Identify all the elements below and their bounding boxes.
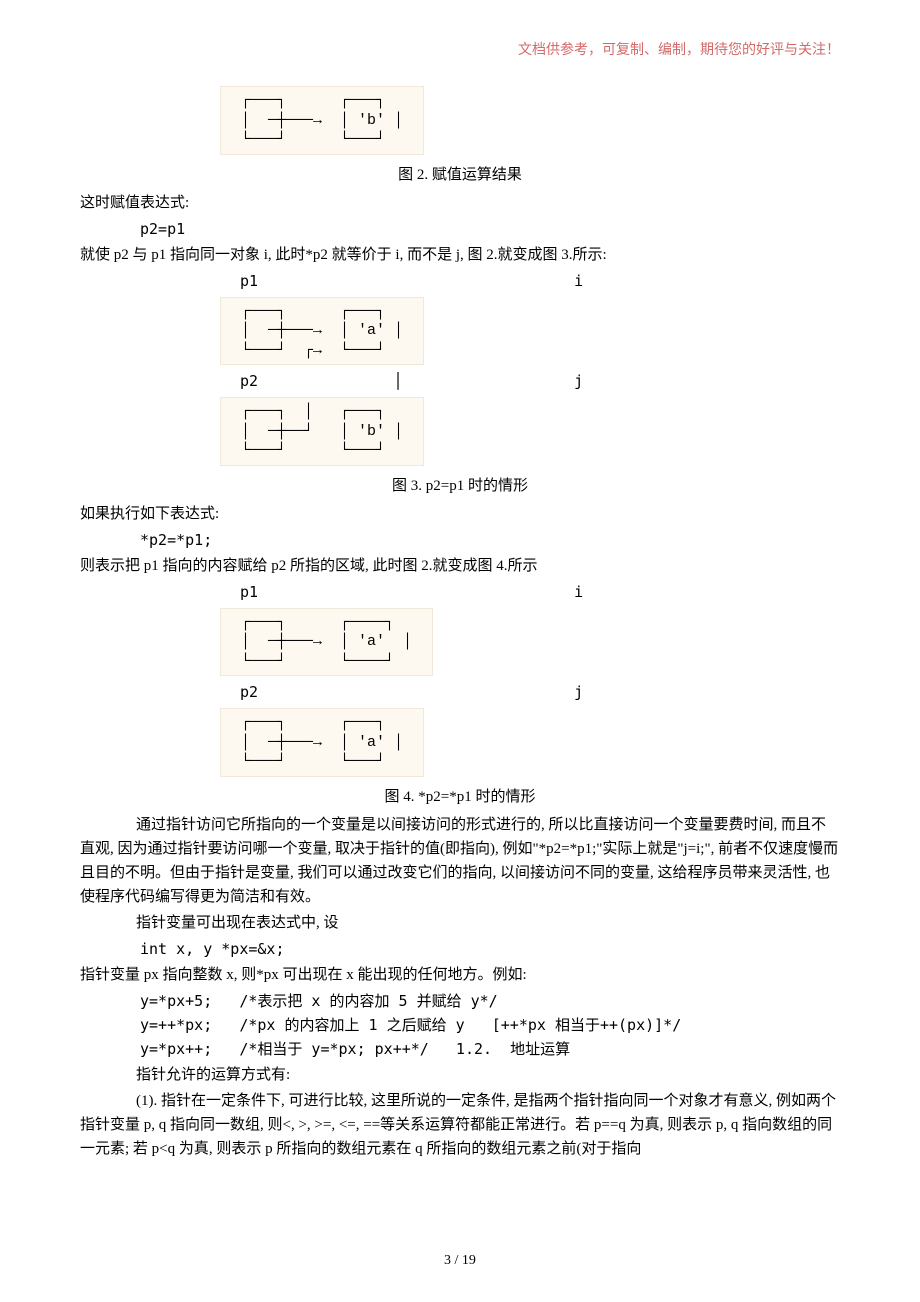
text-line-3: 如果执行如下表达式: — [80, 502, 840, 526]
code-int-decl: int x, y *px=&x; — [80, 937, 840, 961]
diagram-4a: ┌───┐ ┌────┐ │ ─┼───→ │ 'a' │ └───┘ └───… — [220, 608, 433, 677]
text-line-1: 这时赋值表达式: — [80, 191, 840, 215]
text-line-4: 则表示把 p1 指向的内容赋给 p2 所指的区域, 此时图 2.就变成图 4.所… — [80, 554, 840, 578]
code-example-y2: y=++*px; /*px 的内容加上 1 之后赋给 y [++*px 相当于+… — [80, 1013, 840, 1037]
diagram-4b: ┌───┐ ┌───┐ │ ─┼───→ │ 'a' │ └───┘ └───┘ — [220, 708, 424, 777]
diagram-4-labels-a: p1 i — [80, 580, 840, 604]
figure-3-caption: 图 3. p2=p1 时的情形 — [80, 474, 840, 498]
code-star-p2-eq-star-p1: *p2=*p1; — [80, 528, 840, 552]
diagram-3b: ┌───┐ │ ┌───┐ │ ─┼──┘ │ 'b' │ └───┘ └───… — [220, 397, 424, 466]
code-example-y1: y=*px+5; /*表示把 x 的内容加 5 并赋给 y*/ — [80, 989, 840, 1013]
figure-4-caption: 图 4. *p2=*p1 时的情形 — [80, 785, 840, 809]
paragraph-indirect-access: 通过指针访问它所指向的一个变量是以间接访问的形式进行的, 所以比直接访问一个变量… — [80, 813, 840, 909]
paragraph-pointer-expr: 指针变量可出现在表达式中, 设 — [80, 911, 840, 935]
diagram-3a: ┌───┐ ┌───┐ │ ─┼───→ │ 'a' │ └───┘ ┌→ └─… — [220, 297, 424, 366]
code-p2-eq-p1: p2=p1 — [80, 217, 840, 241]
paragraph-compare: (1). 指针在一定条件下, 可进行比较, 这里所说的一定条件, 是指两个指针指… — [80, 1089, 840, 1161]
paragraph-pointer-ops: 指针允许的运算方式有: — [80, 1063, 840, 1087]
diagram-4-labels-b: p2 j — [80, 680, 840, 704]
text-line-5: 指针变量 px 指向整数 x, 则*px 可出现在 x 能出现的任何地方。例如: — [80, 963, 840, 987]
header-note: 文档供参考，可复制、编制，期待您的好评与关注！ — [80, 40, 840, 62]
code-example-y3: y=*px++; /*相当于 y=*px; px++*/ 1.2. 地址运算 — [80, 1037, 840, 1061]
document-page: 文档供参考，可复制、编制，期待您的好评与关注！ ┌───┐ ┌───┐ │ ─┼… — [0, 0, 920, 1302]
diagram-3-labels-a: p1 i — [80, 269, 840, 293]
diagram-2: ┌───┐ ┌───┐ │ ─┼───→ │ 'b' │ └───┘ └───┘ — [220, 86, 424, 155]
text-line-2: 就使 p2 与 p1 指向同一对象 i, 此时*p2 就等价于 i, 而不是 j… — [80, 243, 840, 267]
page-number: 3 / 19 — [0, 1250, 920, 1272]
figure-2-caption: 图 2. 赋值运算结果 — [80, 163, 840, 187]
diagram-3-labels-b: p2 │ j — [80, 369, 840, 393]
